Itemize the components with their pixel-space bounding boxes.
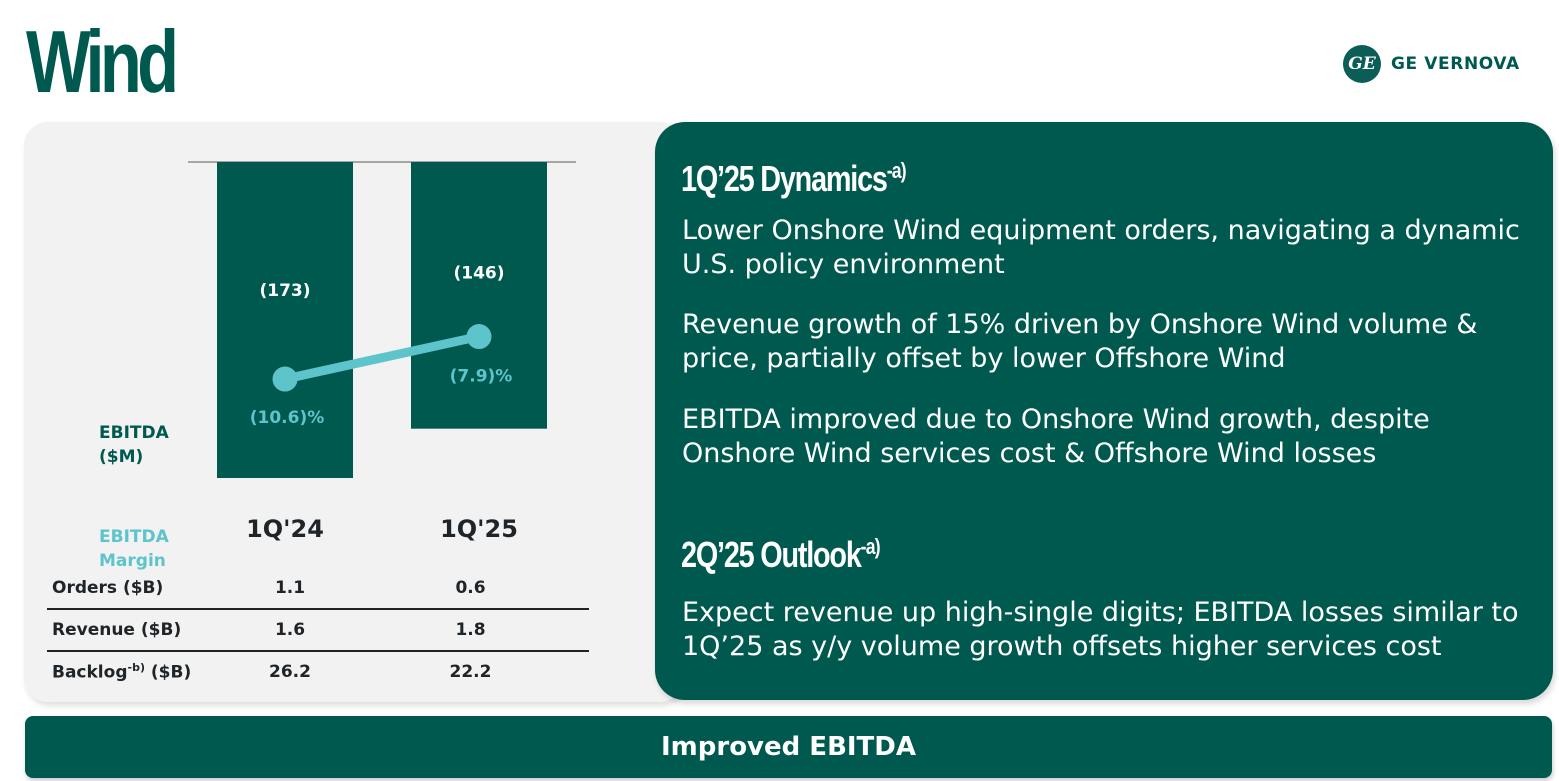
bar-1 — [411, 162, 547, 429]
bar-value-label: (146) — [453, 264, 504, 284]
ebitda-row-label: EBITDA ($M) — [99, 421, 169, 469]
ebitda-label-line1: EBITDA — [99, 423, 169, 443]
ebitda-label-line2: ($M) — [99, 447, 144, 467]
bar-value-label: (173) — [259, 281, 310, 301]
margin-row-label: EBITDA Margin — [99, 525, 169, 573]
margin-line — [284, 332, 480, 384]
outlook-point: Expect revenue up high-single digits; EB… — [682, 597, 1519, 662]
outlook-heading: 2Q’25 Outlook-a) — [681, 534, 881, 575]
row-name: Orders ($B) — [52, 578, 164, 598]
cell-1q25: 1.8 — [352, 608, 589, 651]
margin-label-line2: Margin — [99, 551, 166, 571]
footnote-marker: -a) — [886, 158, 907, 183]
ebitda-chart: (173) (146) (10.6)% (7.9)% — [188, 161, 576, 478]
brand-name: GE VERNOVA — [1391, 54, 1520, 74]
dynamics-point: Lower Onshore Wind equipment orders, nav… — [682, 215, 1520, 280]
margin-label-line1: EBITDA — [99, 527, 169, 547]
margin-value-label: (7.9)% — [450, 367, 513, 387]
bar-0 — [217, 162, 353, 478]
outlook-heading-text: 2Q’25 Outlook — [681, 534, 862, 575]
brand-logo: GE GE VERNOVA — [1343, 44, 1520, 84]
dynamics-point: EBITDA improved due to Onshore Wind grow… — [682, 404, 1430, 469]
category-label-1q24: 1Q'24 — [246, 515, 324, 543]
cell-1q24: 1.1 — [274, 578, 306, 598]
row-name-unit: ($B) — [144, 662, 192, 683]
metrics-table: Orders ($B) 1.1 0.6 Revenue ($B) 1.6 1.8… — [47, 568, 589, 692]
dynamics-point: Revenue growth of 15% driven by Onshore … — [682, 309, 1478, 374]
row-name: Backlog-b) ($B) — [47, 650, 228, 692]
dynamics-heading: 1Q’25 Dynamics-a) — [681, 158, 907, 199]
row-name: Revenue ($B) — [47, 608, 228, 651]
cell-1q24: 26.2 — [228, 650, 352, 692]
ge-monogram-icon: GE — [1343, 45, 1381, 83]
table-row: Backlog-b) ($B) 26.2 22.2 — [47, 650, 589, 692]
dynamics-heading-text: 1Q’25 Dynamics — [681, 158, 888, 199]
margin-point-1 — [466, 324, 492, 350]
page-title: Wind — [26, 12, 179, 111]
table-row: Revenue ($B) 1.6 1.8 — [47, 608, 589, 651]
financials-panel: (173) (146) (10.6)% (7.9)% EBITDA ($M) EBIT… — [24, 122, 684, 702]
category-label-1q25: 1Q'25 — [440, 515, 518, 543]
table-row: Orders ($B) 1.1 0.6 — [47, 568, 589, 609]
margin-value-label: (10.6)% — [250, 408, 325, 428]
cell-1q24: 1.6 — [228, 608, 352, 651]
cell-1q25: 22.2 — [352, 650, 589, 692]
cell-1q25: 0.6 — [455, 578, 486, 598]
commentary-panel: 1Q’25 Dynamics-a) Lower Onshore Wind equ… — [655, 122, 1553, 700]
footnote-marker: -b) — [127, 661, 145, 675]
margin-point-0 — [272, 366, 298, 392]
row-name-text: Backlog — [52, 662, 128, 683]
footnote-marker: -a) — [860, 534, 881, 559]
summary-banner: Improved EBITDA — [25, 716, 1552, 778]
